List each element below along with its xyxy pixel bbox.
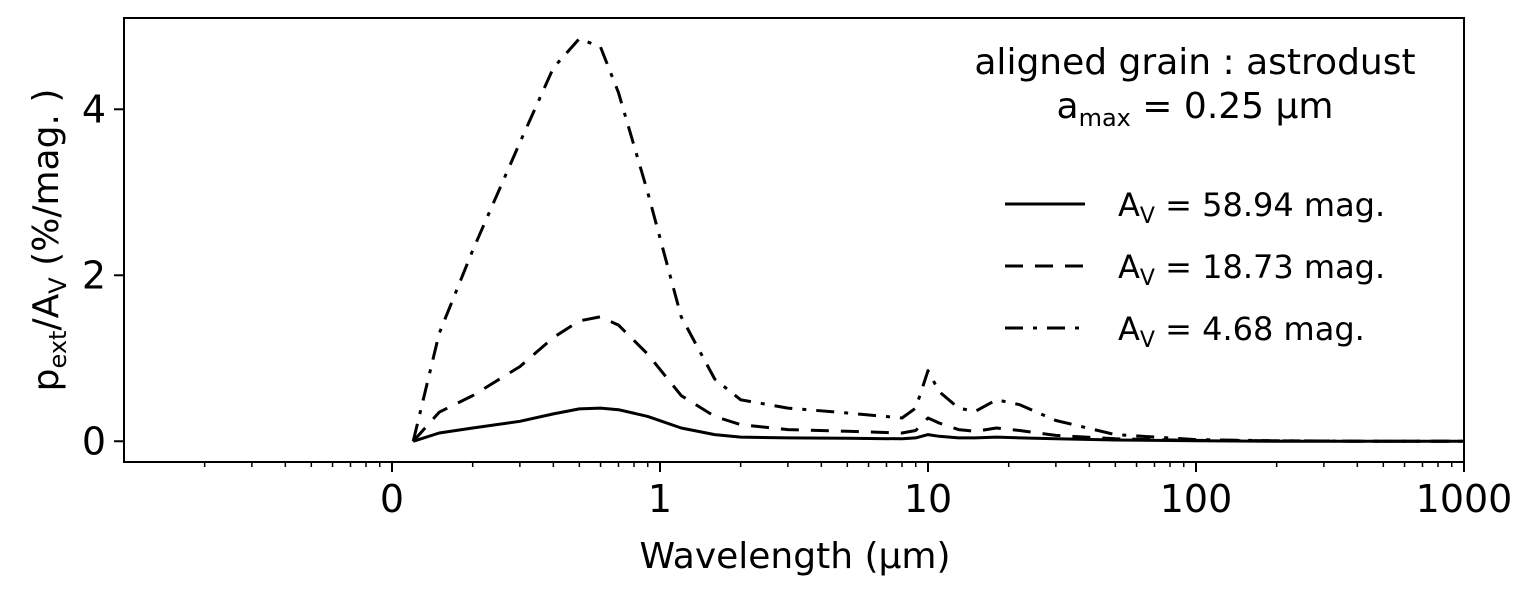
y-axis-label: pext/AV (%/mag. )	[26, 89, 72, 392]
legend-label-2: AV = 18.73 mag.	[1118, 248, 1385, 291]
x-tick-label: 100	[1160, 477, 1233, 521]
x-tick-label: 0	[380, 477, 404, 521]
legend-label-3: AV = 4.68 mag.	[1118, 310, 1365, 353]
x-tick-label: 10	[904, 477, 952, 521]
y-tick-label: 4	[82, 87, 106, 131]
plot-frame	[123, 17, 1465, 463]
y-tick-label: 0	[82, 419, 106, 463]
annotation-line-1: aligned grain : astrodust	[974, 42, 1415, 83]
x-tick-label: 1	[648, 477, 672, 521]
y-tick-label: 2	[82, 253, 106, 297]
annotation-line-2: amax = 0.25 μm	[1057, 86, 1334, 132]
series-line-2	[412, 315, 1464, 443]
series-line-1	[412, 406, 1464, 443]
ticks-layer: 0 1 10 100 1000 0 2 4	[82, 87, 1513, 521]
legend: AV = 58.94 mag. AV = 18.73 mag. AV = 4.68 …	[1005, 186, 1385, 353]
legend-label-1: AV = 58.94 mag.	[1118, 186, 1385, 229]
x-axis-label: Wavelength (μm)	[639, 536, 950, 577]
series-layer	[411, 37, 1464, 443]
x-tick-label: 1000	[1416, 477, 1513, 521]
chart-annotation: aligned grain : astrodust amax = 0.25 μm	[974, 42, 1415, 132]
plot-area	[123, 17, 1465, 463]
series-line-3	[411, 37, 1464, 443]
